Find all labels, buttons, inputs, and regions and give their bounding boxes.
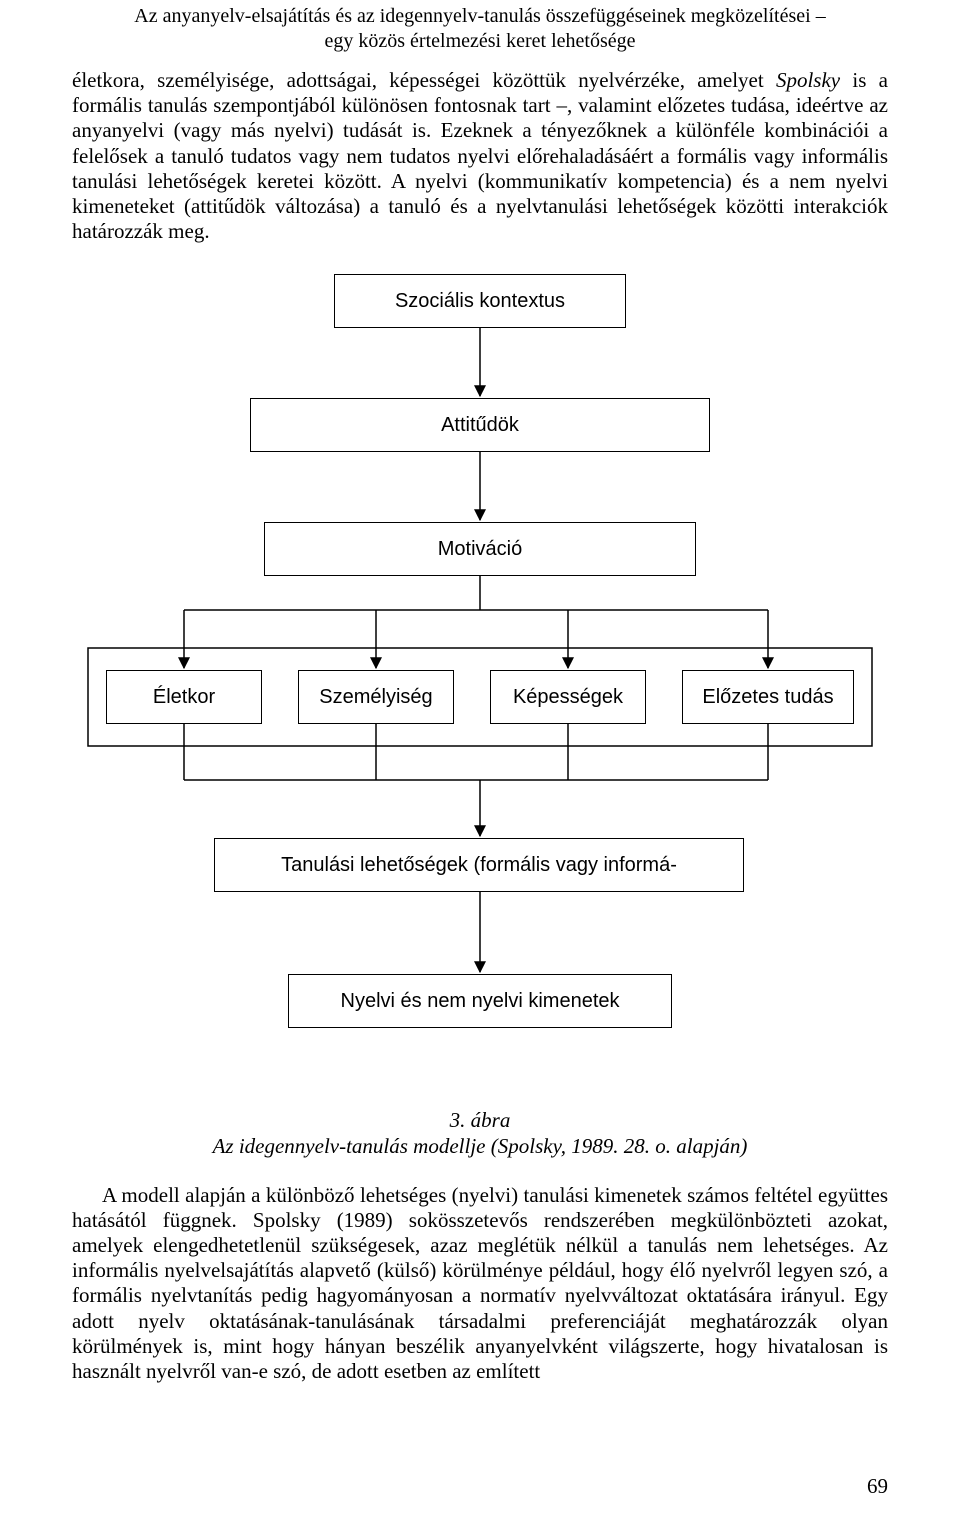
- flowchart: Szociális kontextus Attitűdök Motiváció …: [72, 274, 888, 1094]
- para1-text-a: életkora, személyisége, adottságai, képe…: [72, 68, 776, 92]
- page: Az anyanyelv-elsajátítás és az idegennye…: [0, 0, 960, 1517]
- node-age-label: Életkor: [153, 686, 215, 708]
- caption-line2: Az idegennyelv-tanulás modellje (Spolsky…: [213, 1134, 748, 1158]
- caption-line1: 3. ábra: [450, 1108, 511, 1132]
- para1-text-b: is a formális tanulás szempontjából külö…: [72, 68, 888, 243]
- page-number: 69: [867, 1474, 888, 1499]
- paragraph-2: A modell alapján a különböző lehetséges …: [72, 1183, 888, 1385]
- paragraph-1: életkora, személyisége, adottságai, képe…: [72, 68, 888, 244]
- node-prior-knowledge-label: Előzetes tudás: [702, 686, 833, 708]
- node-prior-knowledge: Előzetes tudás: [682, 670, 854, 724]
- running-head-line1: Az anyanyelv-elsajátítás és az idegennye…: [134, 5, 825, 27]
- node-social-context: Szociális kontextus: [334, 274, 626, 328]
- node-learning-opportunities: Tanulási lehetőségek (formális vagy info…: [214, 838, 744, 892]
- node-personality-label: Személyiség: [319, 686, 432, 708]
- running-head-line2: egy közös értelmezési keret lehetősége: [325, 30, 636, 52]
- node-abilities-label: Képességek: [513, 686, 623, 708]
- node-attitudes: Attitűdök: [250, 398, 710, 452]
- node-personality: Személyiség: [298, 670, 454, 724]
- figure-caption: 3. ábra Az idegennyelv-tanulás modellje …: [72, 1108, 888, 1158]
- para2-text-b: (1989) sokösszetevős rendszerében megkül…: [72, 1208, 888, 1383]
- node-abilities: Képességek: [490, 670, 646, 724]
- node-outcomes-label: Nyelvi és nem nyelvi kimenetek: [341, 990, 620, 1012]
- node-social-context-label: Szociális kontextus: [395, 290, 565, 312]
- node-motivation: Motiváció: [264, 522, 696, 576]
- para2-italic-spolsky: Spolsky: [253, 1208, 321, 1232]
- node-attitudes-label: Attitűdök: [441, 414, 519, 436]
- running-head: Az anyanyelv-elsajátítás és az idegennye…: [72, 0, 888, 68]
- node-motivation-label: Motiváció: [438, 538, 522, 560]
- node-age: Életkor: [106, 670, 262, 724]
- node-learning-opportunities-label: Tanulási lehetőségek (formális vagy info…: [281, 854, 677, 876]
- para1-italic-spolsky: Spolsky: [776, 68, 840, 92]
- node-outcomes: Nyelvi és nem nyelvi kimenetek: [288, 974, 672, 1028]
